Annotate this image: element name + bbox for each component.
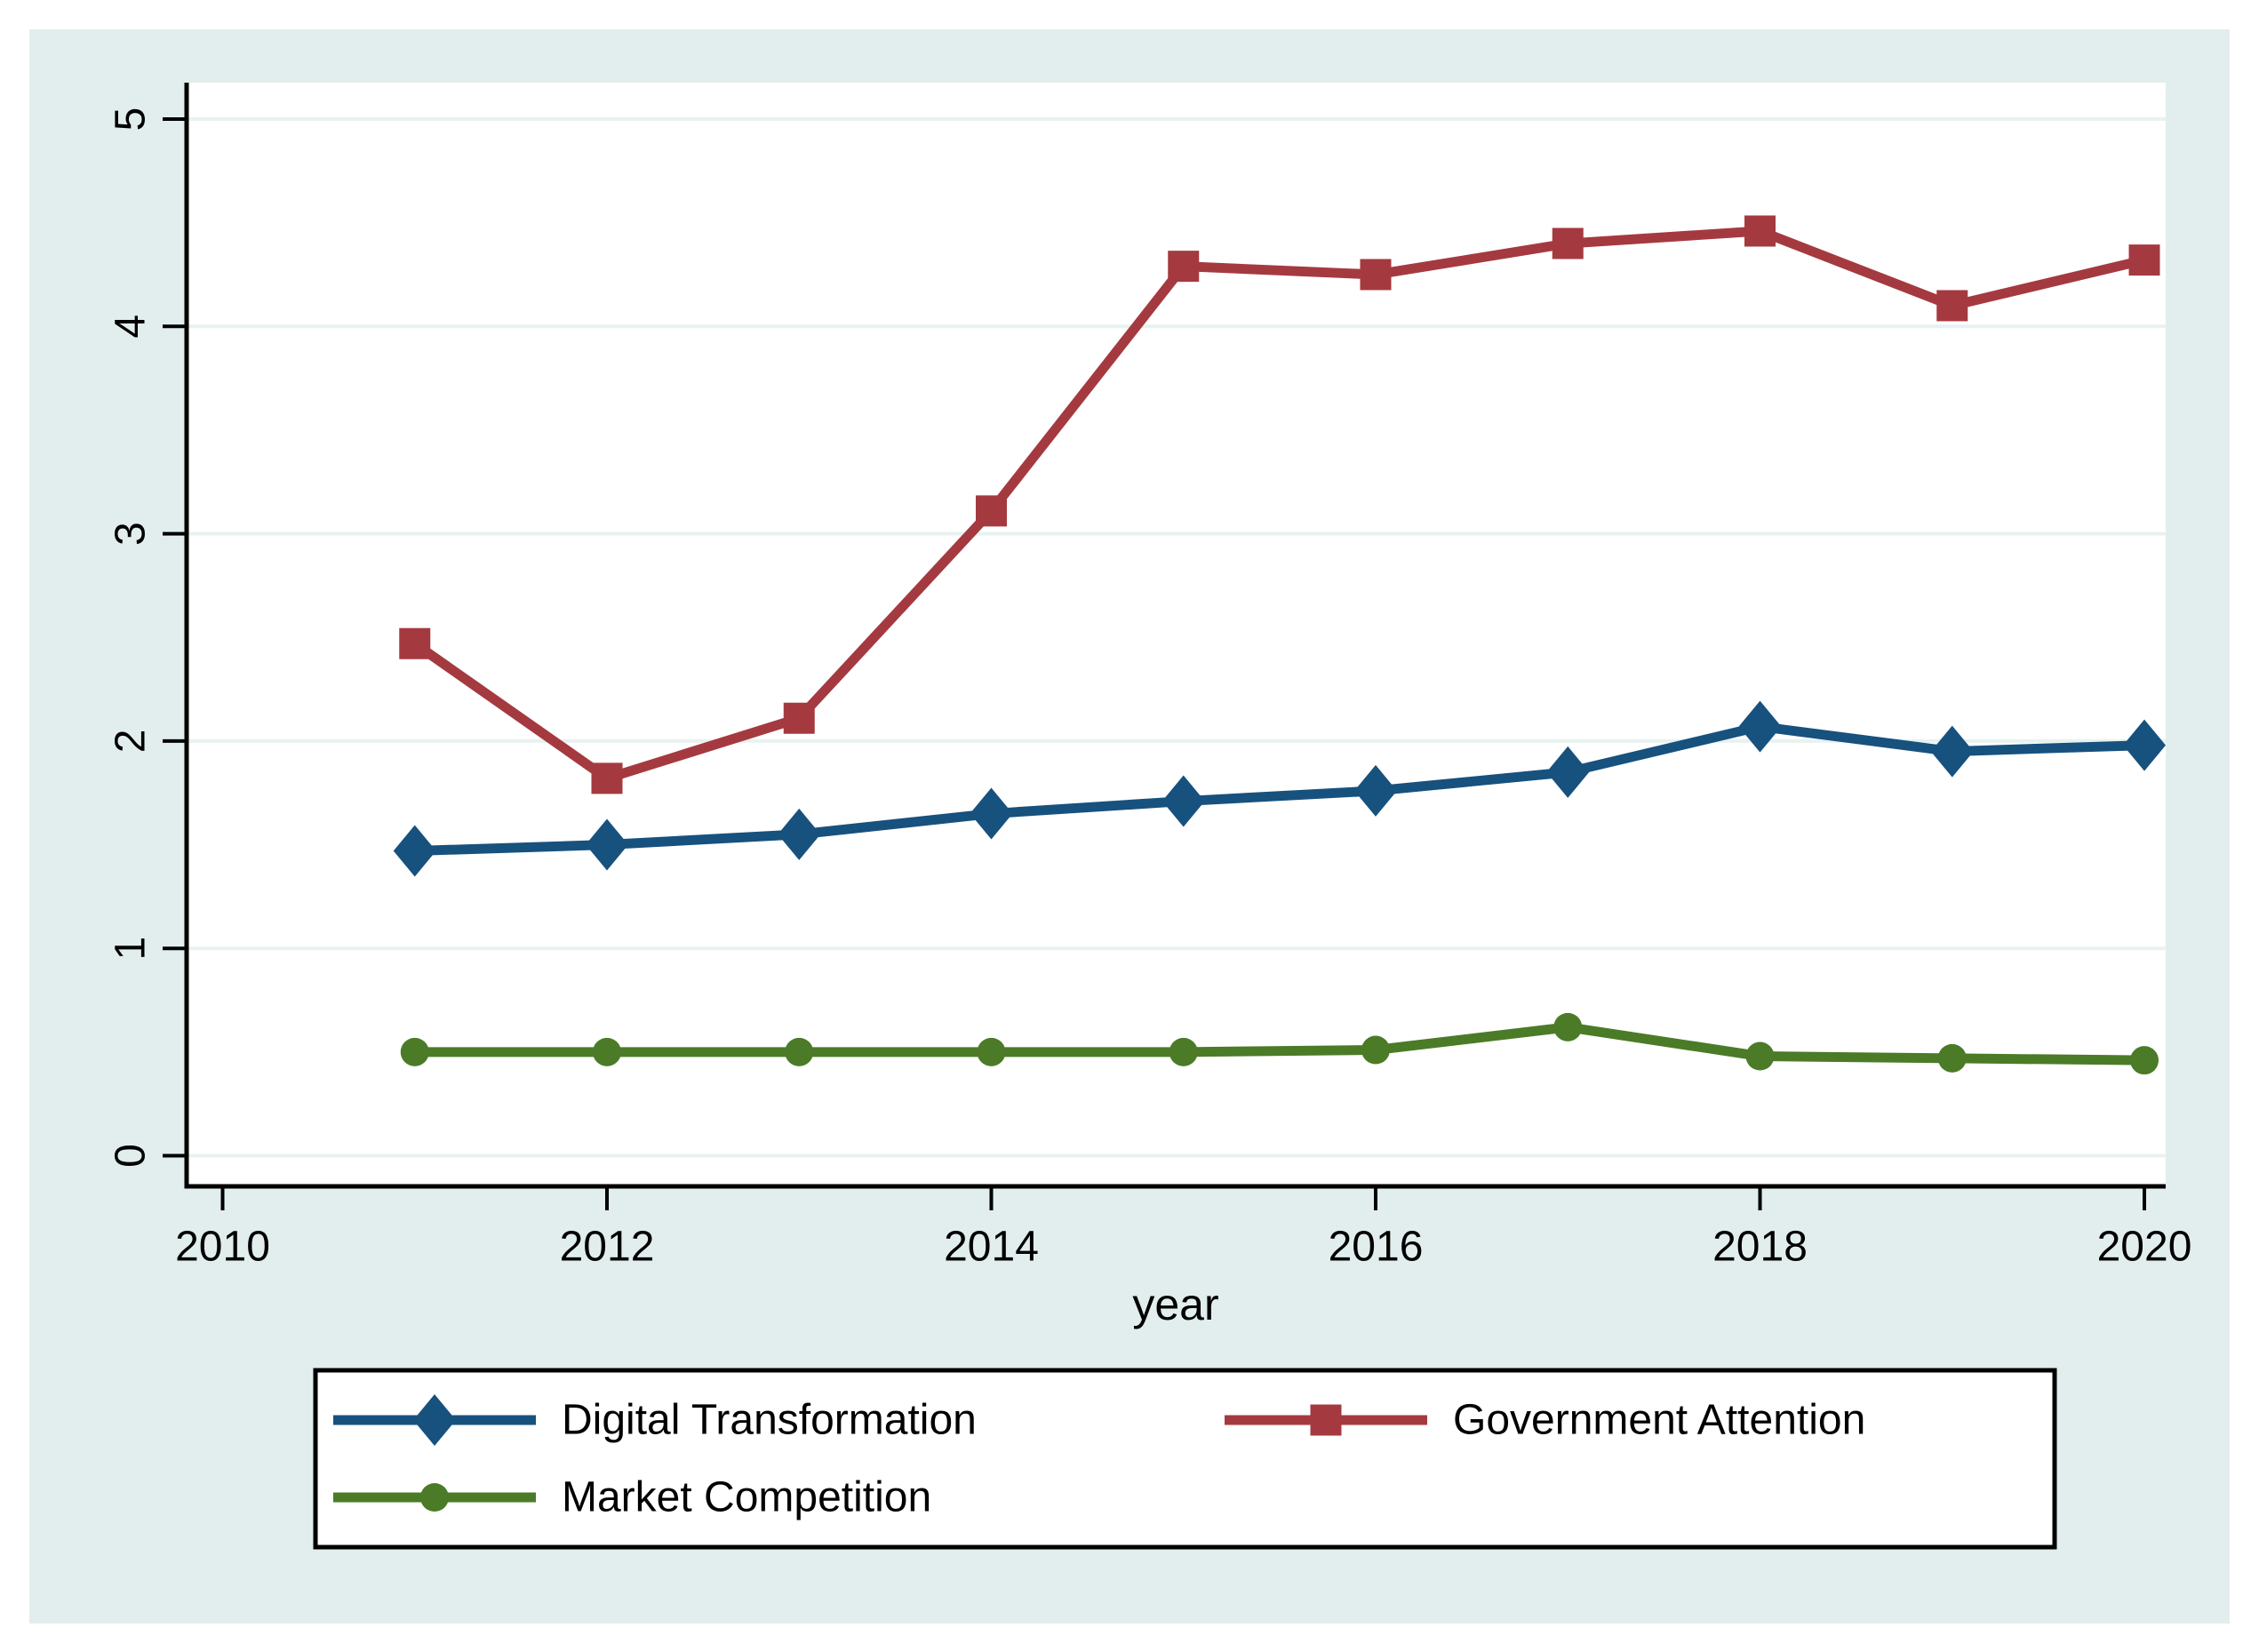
marker-government-attention-2015 <box>1168 251 1200 283</box>
x-tick-label-2012: 2012 <box>560 1224 655 1271</box>
marker-government-attention-2013 <box>783 702 815 734</box>
y-tick-label-3: 3 <box>108 522 155 546</box>
marker-digital-transformation-2012 <box>586 818 628 871</box>
marker-digital-transformation-2020 <box>2123 719 2166 771</box>
marker-market-competition-2013 <box>785 1037 814 1066</box>
legend-label-market-competition: Market Competition <box>562 1474 931 1521</box>
marker-digital-transformation-2015 <box>1161 775 1205 827</box>
marker-government-attention-2012 <box>591 762 623 794</box>
marker-government-attention-2020 <box>2128 244 2160 276</box>
marker-market-competition-2019 <box>1937 1043 1967 1073</box>
legend-label-digital-transformation: Digital Transformation <box>562 1397 977 1444</box>
y-tick-label-4: 4 <box>108 315 155 339</box>
plot-area <box>187 83 2166 1186</box>
legend-box <box>313 1368 2057 1550</box>
y-tick-label-1: 1 <box>108 937 155 961</box>
marker-market-competition-2015 <box>1169 1037 1198 1066</box>
marker-digital-transformation-2018 <box>1738 700 1782 753</box>
legend-label-government-attention: Government Attention <box>1453 1397 1865 1444</box>
marker-market-competition-2012 <box>593 1037 621 1066</box>
marker-market-competition-2014 <box>977 1037 1006 1066</box>
marker-digital-transformation-2019 <box>1930 725 1974 778</box>
legend-marker-digital-transformation <box>413 1394 456 1446</box>
marker-government-attention-2018 <box>1744 215 1776 247</box>
y-tick-label-2: 2 <box>108 730 155 754</box>
legend-marker-government-attention <box>1310 1404 1342 1436</box>
marker-government-attention-2016 <box>1360 259 1392 291</box>
marker-digital-transformation-2014 <box>970 787 1013 840</box>
series-line-government-attention <box>411 226 2146 784</box>
marker-market-competition-2017 <box>1553 1012 1583 1041</box>
x-tick-label-2010: 2010 <box>175 1224 270 1271</box>
marker-government-attention-2014 <box>976 495 1007 527</box>
marker-market-competition-2011 <box>400 1037 429 1066</box>
x-tick-label-2014: 2014 <box>944 1224 1039 1271</box>
series-line-market-competition <box>414 1022 2145 1065</box>
series-line-digital-transformation <box>414 721 2145 857</box>
x-tick-label-2016: 2016 <box>1329 1224 1424 1271</box>
marker-digital-transformation-2016 <box>1354 764 1397 817</box>
marker-market-competition-2018 <box>1745 1041 1775 1071</box>
x-tick-label-2020: 2020 <box>2097 1224 2192 1271</box>
marker-digital-transformation-2013 <box>778 808 821 860</box>
marker-digital-transformation-2011 <box>393 825 436 877</box>
x-tick-label-2018: 2018 <box>1712 1224 1808 1271</box>
marker-government-attention-2017 <box>1552 227 1584 259</box>
marker-market-competition-2020 <box>2130 1046 2159 1075</box>
marker-government-attention-2019 <box>1936 290 1968 322</box>
y-tick-label-5: 5 <box>108 108 155 132</box>
marker-digital-transformation-2017 <box>1546 746 1590 798</box>
marker-government-attention-2011 <box>399 627 431 659</box>
x-axis-label: year <box>1132 1280 1218 1329</box>
legend-marker-market-competition <box>420 1483 449 1512</box>
y-tick-label-0: 0 <box>108 1144 155 1168</box>
marker-market-competition-2016 <box>1361 1035 1390 1065</box>
